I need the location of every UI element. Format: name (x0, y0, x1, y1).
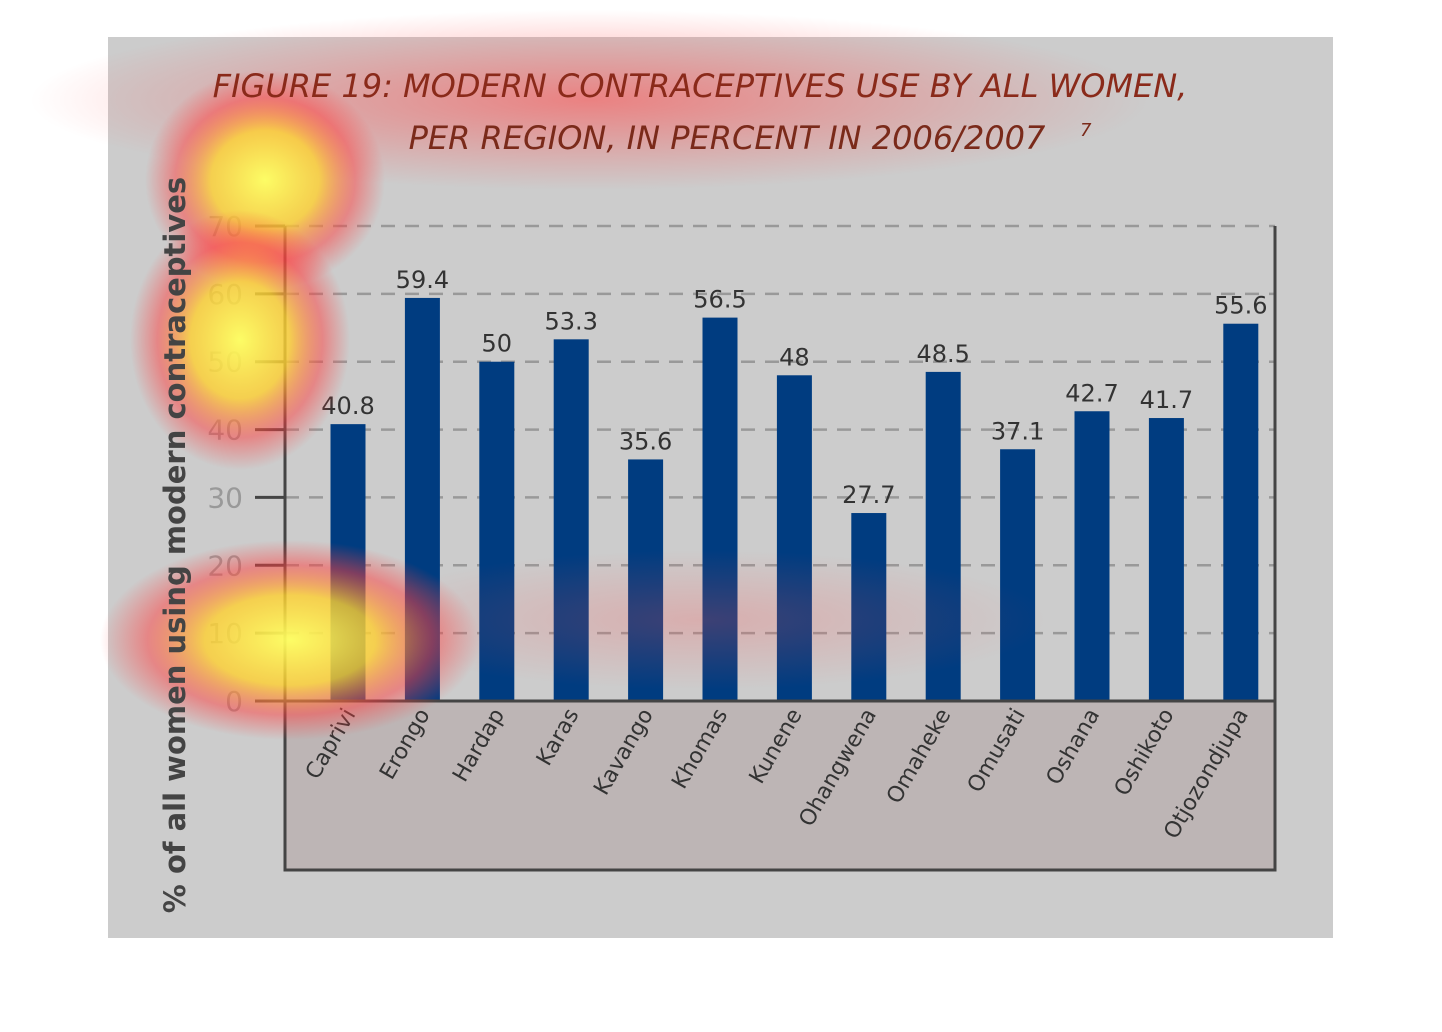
title-footnote: 7 (1080, 120, 1092, 141)
bar (1074, 411, 1110, 701)
y-tick-label: 50 (207, 346, 243, 379)
value-label: 59.4 (396, 266, 449, 294)
y-tick-label: 10 (207, 617, 243, 650)
value-label: 35.6 (619, 427, 672, 455)
bar (1000, 449, 1036, 701)
bar (553, 339, 589, 701)
bar (925, 371, 961, 701)
y-axis-label: % of all women using modern contraceptiv… (158, 177, 192, 913)
value-label: 50 (482, 330, 513, 358)
value-label: 37.1 (991, 417, 1044, 445)
value-label: 48 (779, 343, 810, 371)
chart-title: PER REGION, IN PERCENT IN 2006/2007 (409, 119, 1046, 157)
bar (1148, 418, 1184, 701)
value-label: 53.3 (544, 307, 597, 335)
bar (776, 375, 812, 701)
y-tick-label: 30 (207, 481, 243, 514)
value-label: 48.5 (916, 340, 969, 368)
value-label: 27.7 (842, 481, 895, 509)
y-tick-label: 40 (207, 414, 243, 447)
value-label: 41.7 (1140, 386, 1193, 414)
bar (851, 513, 887, 701)
bar (1223, 323, 1259, 701)
chart-title: FIGURE 19: MODERN CONTRACEPTIVES USE BY … (213, 67, 1188, 105)
value-label: 55.6 (1214, 292, 1267, 320)
bar (479, 361, 515, 701)
bar (404, 297, 440, 701)
y-tick-label: 70 (207, 210, 243, 243)
value-label: 42.7 (1065, 379, 1118, 407)
y-tick-label: 20 (207, 549, 243, 582)
value-label: 40.8 (321, 392, 374, 420)
bar (628, 459, 664, 701)
bar (702, 317, 738, 701)
value-label: 56.5 (693, 286, 746, 314)
y-tick-label: 0 (225, 685, 243, 718)
bar (330, 424, 366, 701)
y-tick-label: 60 (207, 278, 243, 311)
